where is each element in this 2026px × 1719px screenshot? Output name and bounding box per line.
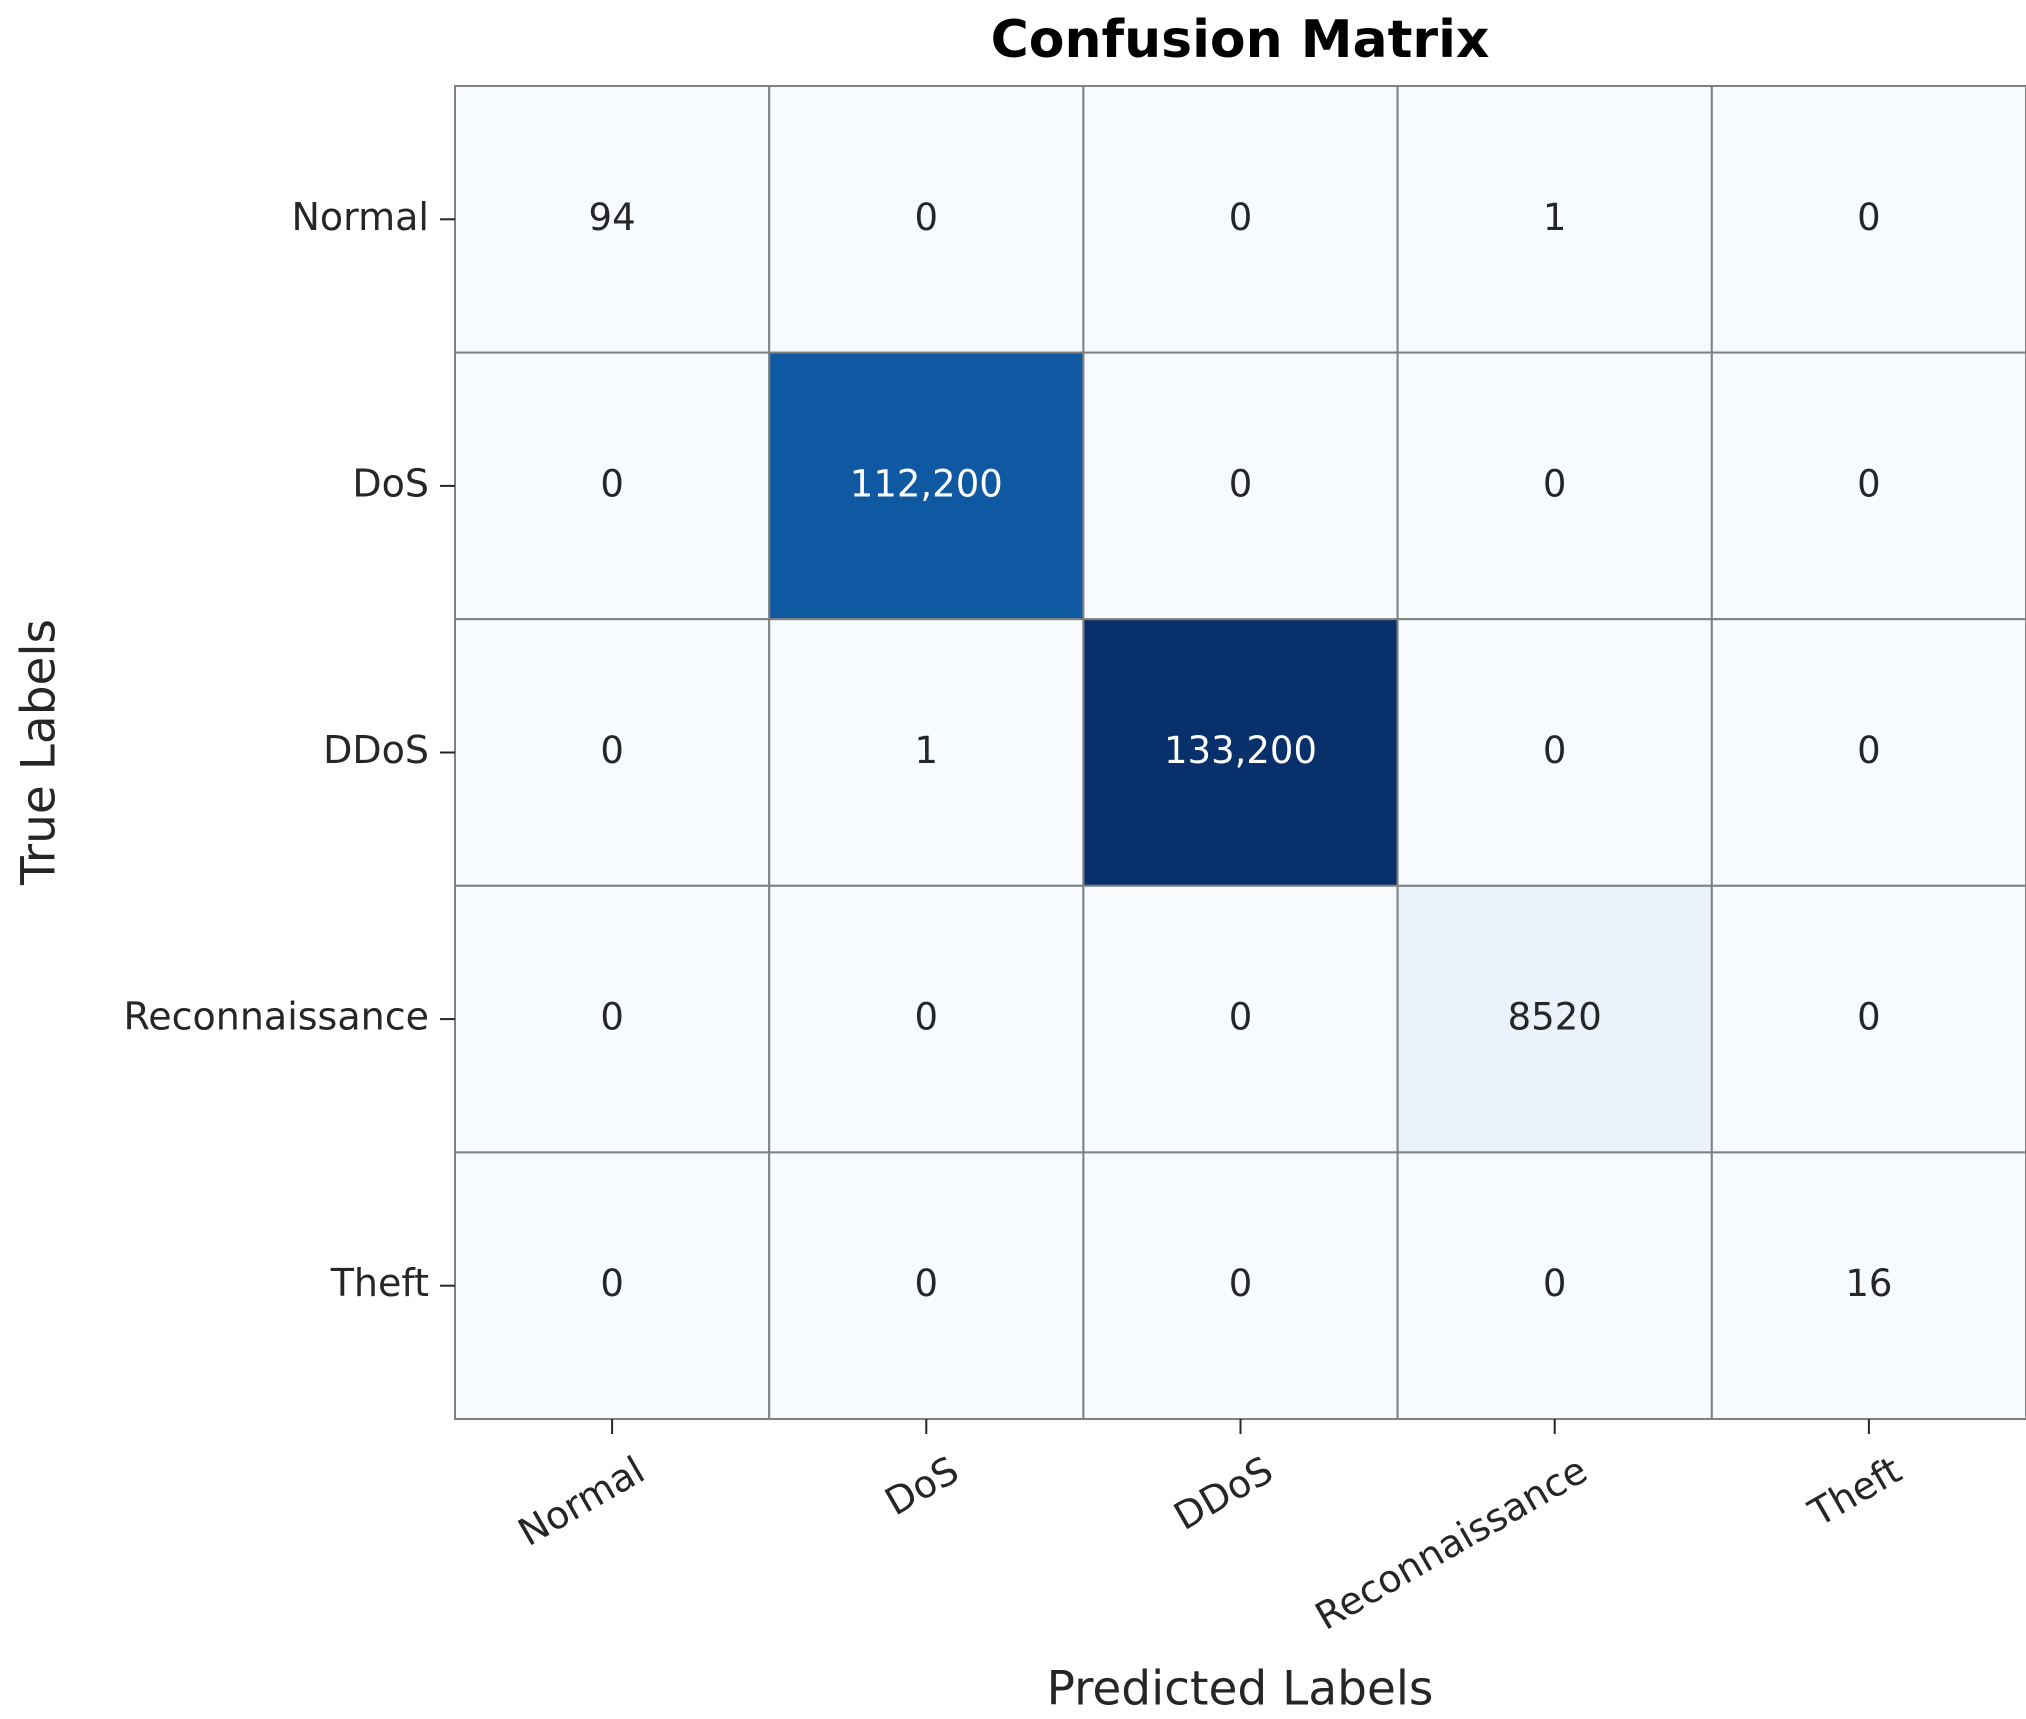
cell-label: 0 <box>915 196 939 239</box>
heatmap-cell <box>1082 1151 1399 1421</box>
heatmap-cell <box>454 85 771 354</box>
cell-label: 0 <box>1857 462 1881 505</box>
heatmap-cell <box>1710 1151 2026 1421</box>
heatmap-cell <box>454 884 771 1154</box>
x-axis-label: Predicted Labels <box>1047 1662 1434 1717</box>
heatmap-cell <box>768 884 1085 1154</box>
cell-label: 0 <box>1857 729 1881 772</box>
cell-label: 112,200 <box>850 462 1003 505</box>
heatmap-cell <box>1396 618 1713 887</box>
cell-label: 1 <box>915 729 939 772</box>
cell-label: 0 <box>1543 729 1567 772</box>
cell-label: 1 <box>1543 196 1567 239</box>
cell-label: 0 <box>915 1262 939 1305</box>
chart-title: Confusion Matrix <box>991 10 1490 70</box>
y-tick-label: Normal <box>292 195 430 239</box>
heatmap-cell <box>1396 884 1713 1154</box>
cell-label: 0 <box>1229 996 1253 1039</box>
y-tick-label: Theft <box>330 1261 429 1305</box>
heatmap-cell <box>1710 351 2026 621</box>
cell-label: 0 <box>1229 1262 1253 1305</box>
heatmap-cell <box>1082 85 1399 354</box>
heatmap-cell <box>1396 1151 1713 1421</box>
x-tick-label: Reconnaissance <box>1308 1448 1595 1639</box>
cell-label: 0 <box>600 729 624 772</box>
cell-label: 0 <box>1229 462 1253 505</box>
cell-label: 94 <box>589 196 636 239</box>
x-tick-label: DDoS <box>1167 1448 1281 1539</box>
y-axis-label: True Labels <box>12 619 67 886</box>
y-tick-label: Reconnaissance <box>124 995 429 1039</box>
cell-label: 0 <box>1543 462 1567 505</box>
cell-label: 0 <box>1543 1262 1567 1305</box>
y-tick-label: DDoS <box>323 728 429 772</box>
heatmap-cell <box>1710 85 2026 354</box>
cell-label: 0 <box>1229 196 1253 239</box>
y-tick-label: DoS <box>352 461 429 505</box>
heatmap-cell <box>454 1151 771 1421</box>
heatmap-cell <box>1396 85 1713 354</box>
heatmap-cell <box>1082 884 1399 1154</box>
cell-label: 0 <box>1857 996 1881 1039</box>
x-tick-label: Theft <box>1801 1448 1909 1536</box>
cell-label: 16 <box>1845 1262 1892 1305</box>
x-tick-label: Normal <box>511 1448 652 1555</box>
heatmap-cell <box>1710 618 2026 887</box>
cell-label: 8520 <box>1508 996 1602 1039</box>
cell-label: 0 <box>600 1262 624 1305</box>
cell-label: 0 <box>600 462 624 505</box>
x-tick-label: DoS <box>878 1448 966 1524</box>
heatmap-cell <box>768 351 1085 621</box>
cell-label: 0 <box>1857 196 1881 239</box>
heatmap-cell <box>1082 618 1399 887</box>
heatmap-cell <box>768 85 1085 354</box>
heatmap-cell <box>1082 351 1399 621</box>
cell-label: 0 <box>915 996 939 1039</box>
heatmap-cell <box>768 1151 1085 1421</box>
cell-label: 0 <box>600 996 624 1039</box>
cell-label: 133,200 <box>1164 729 1317 772</box>
heatmap-cell <box>1710 884 2026 1154</box>
